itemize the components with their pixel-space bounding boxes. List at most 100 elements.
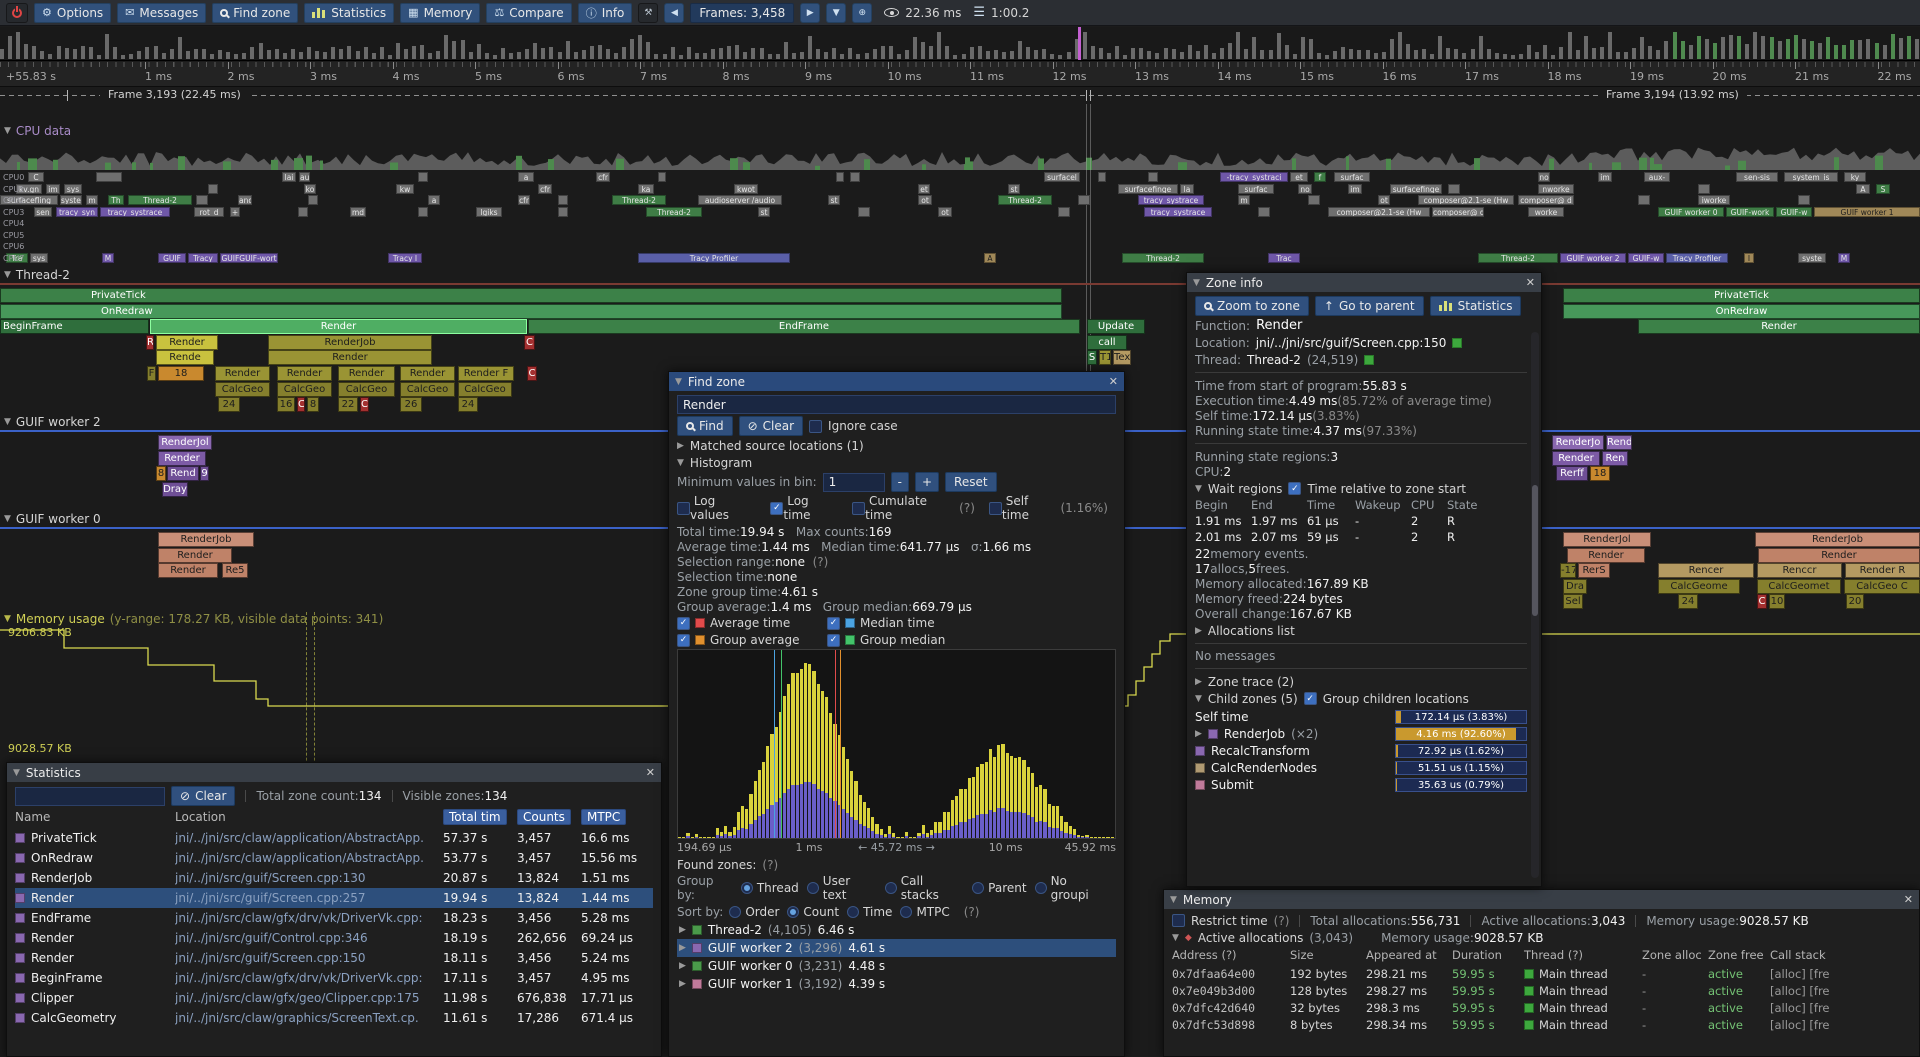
timeline-zone[interactable]: CalcGeo — [338, 381, 395, 397]
timeline-zone[interactable]: Render — [215, 366, 270, 381]
cpu-zone[interactable]: Thread-2 — [612, 195, 666, 205]
timeline-zone[interactable]: Render — [400, 366, 455, 381]
cpu-zone[interactable]: m — [1238, 195, 1250, 205]
cpu-zone[interactable]: ky — [1844, 172, 1866, 182]
timeline-zone[interactable]: C — [1757, 594, 1767, 610]
timeline-zone[interactable]: C — [360, 397, 369, 413]
timeline-zone[interactable]: Render — [150, 319, 527, 335]
decrement-button[interactable]: - — [890, 472, 909, 492]
timeline-zone[interactable]: Render — [158, 563, 218, 579]
cpu-zone[interactable]: nworke — [1538, 183, 1574, 194]
cpu-zone[interactable]: Trac — [1268, 252, 1300, 263]
cpu-zone[interactable]: kwot — [734, 183, 758, 194]
cpu-zone[interactable] — [1148, 172, 1158, 182]
radio-call-stacks[interactable]: Call stacks — [884, 874, 964, 902]
timeline-zone[interactable]: CalcGeomet — [1757, 578, 1841, 594]
timeline-zone[interactable]: CalcGeo — [277, 381, 332, 397]
cpu-zone[interactable]: cfr — [596, 172, 610, 182]
prev-frame-button[interactable]: ◀ — [664, 2, 685, 23]
close-icon[interactable]: ✕ — [645, 766, 655, 779]
found-zone-group[interactable]: ▶ GUIF worker 1 (3,192) 4.39 s — [677, 975, 1116, 993]
cpu-zone[interactable]: md — [350, 206, 366, 217]
timeline-zone[interactable]: Dra — [1563, 578, 1587, 594]
cpu-zone[interactable] — [850, 172, 860, 182]
time-ruler[interactable]: +55.83 s 1 ms 2 ms 3 ms 4 ms 5 ms 6 ms 7 ms 8 ms… — [0, 62, 1920, 87]
timeline-zone[interactable]: Dray — [162, 481, 188, 497]
timeline-zone[interactable]: Rend — [167, 466, 199, 482]
timeline-zone[interactable]: RenderJob — [158, 532, 254, 547]
statistics-row[interactable]: PrivateTick jni/../jni/src/claw/applicati… — [15, 828, 653, 848]
close-icon[interactable]: ✕ — [1525, 276, 1535, 289]
cpu-zone[interactable]: + — [230, 206, 240, 217]
close-icon[interactable]: ✕ — [1903, 893, 1913, 906]
cpu-zone[interactable]: im — [46, 183, 60, 194]
cpu-zone[interactable]: GUIF worker 0 — [1658, 206, 1724, 217]
cpu-zone[interactable]: audioserver /audio — [698, 195, 782, 205]
cpu-zone[interactable]: system_is — [1784, 172, 1838, 182]
statistics-row[interactable]: EndFrame jni/../jni/src/claw/gfx/drv/vk/D… — [15, 908, 653, 928]
radio-order[interactable]: Order — [729, 905, 779, 919]
statistics-titlebar[interactable]: ▼ Statistics ✕ — [7, 763, 661, 782]
allocation-column-header[interactable]: Appeared at — [1366, 948, 1437, 962]
restrict-time-checkbox[interactable] — [1172, 914, 1185, 927]
cpu-zone[interactable]: au — [299, 172, 310, 182]
timeline-zone[interactable]: CalcGeo — [400, 381, 455, 397]
timeline-zone[interactable]: Update — [1087, 319, 1145, 335]
cpu-zone[interactable]: syster — [60, 195, 82, 205]
allocation-column-header[interactable]: Thread (?) — [1524, 948, 1583, 962]
cpu-zone[interactable]: worke — [1528, 206, 1564, 217]
cpu-zone[interactable]: cfr — [538, 183, 552, 194]
toolbar-button-statistics[interactable]: Statistics — [304, 2, 395, 23]
allocation-column-header[interactable]: Call stack — [1770, 948, 1826, 962]
cpu-zone[interactable] — [858, 206, 870, 217]
timeline-zone[interactable]: Rend — [1606, 435, 1632, 450]
timeline[interactable]: ▼ CPU data ▼ Memory usage (y-range: 178.… — [0, 104, 1920, 1057]
timeline-zone[interactable]: OnRedraw — [1563, 303, 1920, 319]
timeline-zone[interactable]: Render — [158, 450, 206, 466]
column-header-mtpc[interactable]: MTPC — [581, 809, 653, 825]
timeline-zone[interactable]: Ren — [1602, 450, 1628, 466]
allocation-column-header[interactable]: Zone free — [1708, 948, 1764, 962]
close-icon[interactable]: ✕ — [1108, 375, 1118, 388]
cpu-zone[interactable]: GUIF-w — [1776, 206, 1812, 217]
timeline-zone[interactable]: Rende — [156, 350, 214, 366]
cpu-zone[interactable]: GUIFGUIF-wort — [220, 252, 278, 263]
cpu-zone[interactable]: st — [758, 206, 770, 217]
timeline-zone[interactable]: Render — [158, 547, 232, 563]
cpu-zone[interactable]: et — [1290, 172, 1308, 182]
cpu-zone[interactable]: Tracy I — [388, 252, 422, 263]
timeline-zone[interactable]: C — [527, 366, 537, 381]
cpu-zone[interactable]: la — [1180, 183, 1194, 194]
scrollbar[interactable] — [1531, 332, 1539, 878]
toolbar-button-memory[interactable]: ▦ Memory — [400, 2, 481, 23]
cpu-zone[interactable]: tracy_systrace — [1144, 206, 1212, 217]
histogram-plot[interactable] — [677, 649, 1116, 839]
timeline-zone[interactable]: 24 — [218, 397, 240, 413]
cpu-zone[interactable] — [196, 195, 208, 205]
cpu-zone[interactable]: Tracy Profiler — [1666, 252, 1728, 263]
cpu-zone[interactable]: -tracy_systraci — [1220, 172, 1288, 182]
cpu-zone[interactable]: sen-sis — [1736, 172, 1778, 182]
legend-average-time[interactable]: ✓ Average time — [677, 616, 827, 630]
cpu-zone[interactable]: composer@ d — [1518, 195, 1574, 205]
cpu-zone[interactable]: kw — [396, 183, 414, 194]
timeline-zone[interactable]: RenderJol — [1563, 532, 1651, 547]
cpu-zone[interactable]: st — [828, 195, 840, 205]
option-self-time[interactable]: Self time (1.16%) — [988, 494, 1108, 522]
collapse-icon[interactable]: ▼ — [675, 376, 682, 387]
cpu-zone[interactable]: syste — [1798, 252, 1826, 263]
allocation-row[interactable]: 0x7dfc53d898 8 bytes 298.34 ms 59.95 s Main … — [1172, 1016, 1911, 1033]
timeline-zone[interactable]: -17 — [1560, 563, 1576, 579]
toolbar-button-info[interactable]: ⓘ Info — [577, 2, 633, 23]
child-zone-row[interactable]: Self time 172.14 μs (3.83%) — [1195, 708, 1527, 725]
cpu-zone[interactable]: S — [1876, 183, 1890, 194]
cpu-zone[interactable] — [1098, 172, 1106, 182]
timeline-zone[interactable]: C — [297, 397, 305, 413]
timeline-zone[interactable]: RenderJob — [1755, 532, 1920, 547]
cpu-zone[interactable]: Tracy — [188, 252, 218, 263]
cpu-zone[interactable] — [658, 172, 666, 182]
column-header-location[interactable]: Location — [175, 810, 226, 824]
statistics-row[interactable]: OnRedraw jni/../jni/src/claw/application/… — [15, 848, 653, 868]
cpu-zone[interactable]: sys — [64, 183, 82, 194]
cpu-zone[interactable]: aux- — [1644, 172, 1670, 182]
